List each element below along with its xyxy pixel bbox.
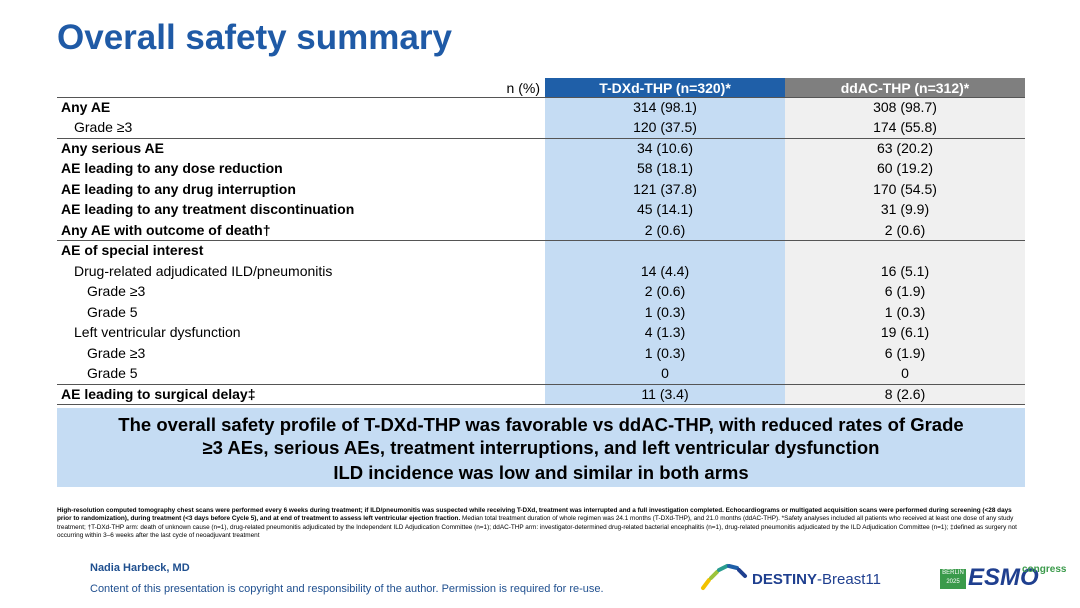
- value-cell: 314 (98.1): [633, 99, 697, 115]
- value-cell: 0: [901, 365, 909, 382]
- row-label: Any AE: [61, 99, 111, 115]
- congress-city: BERLIN: [942, 570, 964, 576]
- value-cell: 60 (19.2): [876, 160, 934, 177]
- value-cell: 2 (0.6): [644, 221, 686, 238]
- value-cell: 19 (6.1): [880, 324, 930, 341]
- header-cell: n (%): [506, 80, 540, 96]
- row-label: Grade ≥3: [74, 119, 133, 136]
- row-label: AE leading to any dose reduction: [61, 160, 283, 177]
- row-label: Grade 5: [87, 303, 138, 320]
- value-cell: 58 (18.1): [636, 160, 694, 177]
- congress-year: 2025: [946, 579, 960, 585]
- value-cell: 4 (1.3): [644, 324, 686, 341]
- row-label: Grade 5: [87, 365, 138, 382]
- value-cell: 14 (4.4): [640, 262, 690, 279]
- row-rule: [57, 404, 1025, 406]
- row-rule: [57, 97, 1025, 98]
- study-logo: DESTINY-Breast11: [752, 571, 881, 588]
- footnote-text: Median total treatment duration of whole…: [57, 515, 1017, 540]
- row-label: AE leading to any drug interruption: [61, 180, 296, 197]
- study-logo-text: DESTINY: [752, 571, 818, 588]
- copyright: Content of this presentation is copyrigh…: [90, 583, 604, 595]
- value-cell: 1 (0.3): [884, 303, 926, 320]
- congress-word: congress: [1022, 564, 1067, 575]
- row-label: AE of special interest: [61, 242, 204, 259]
- value-cell: 31 (9.9): [880, 201, 930, 218]
- value-cell: 11 (3.4): [641, 385, 689, 402]
- value-cell: 121 (37.8): [633, 180, 697, 197]
- value-cell: 0: [661, 365, 669, 382]
- callout-text: The overall safety profile of T-DXd-THP …: [118, 414, 964, 458]
- value-cell: 170 (54.5): [873, 180, 937, 197]
- header-bg: [785, 78, 1025, 97]
- row-label: Any AE with outcome of death†: [61, 221, 271, 238]
- row-label: AE leading to surgical delay‡: [61, 385, 256, 402]
- header-cell: ddAC-THP (n=312)*: [840, 80, 970, 96]
- value-cell: 45 (14.1): [636, 201, 694, 218]
- study-logo-text: -Breast11: [817, 571, 881, 588]
- header-bg: [545, 78, 785, 97]
- footnote-bold: High-resolution computed tomography ches…: [57, 507, 1012, 523]
- value-cell: 8 (2.6): [884, 385, 926, 402]
- slide-title: Overall safety summary: [57, 18, 452, 57]
- table: n (%) T-DXd-THP (n=320)* ddAC-THP (n=312…: [57, 78, 1025, 406]
- value-cell: 120 (37.5): [633, 119, 697, 136]
- row-label: Any serious AE: [61, 139, 164, 156]
- row-label: Grade ≥3: [87, 344, 146, 361]
- row-label: Grade ≥3: [87, 283, 146, 300]
- row-label: Left ventricular dysfunction: [74, 324, 241, 341]
- value-cell: 34 (10.6): [636, 139, 694, 156]
- row-rule: [57, 137, 1025, 139]
- value-cell: 6 (1.9): [884, 344, 926, 361]
- footnote: High-resolution computed tomography ches…: [57, 507, 1025, 541]
- author: Nadia Harbeck, MD: [90, 562, 190, 574]
- value-cell: 16 (5.1): [880, 262, 930, 279]
- value-cell: 63 (20.2): [876, 139, 934, 156]
- study-logo-icon: [701, 564, 747, 590]
- value-cell: 6 (1.9): [884, 283, 926, 300]
- value-cell: 308 (98.7): [873, 99, 937, 115]
- value-cell: 1 (0.3): [644, 344, 686, 361]
- congress-badge: BERLIN 2025: [940, 569, 966, 589]
- row-rule: [57, 240, 1025, 242]
- value-cell: 1 (0.3): [644, 303, 686, 320]
- value-cell: 174 (55.8): [873, 119, 937, 136]
- row-label: Drug-related adjudicated ILD/pneumonitis: [74, 262, 333, 279]
- row-rule: [57, 383, 1025, 385]
- header-cell: T-DXd-THP (n=320)*: [599, 80, 731, 96]
- callout-text: ILD incidence was low and similar in bot…: [333, 462, 749, 483]
- callout: The overall safety profile of T-DXd-THP …: [57, 408, 1025, 487]
- congress-logo: ESMO: [968, 564, 1039, 591]
- row-label: AE leading to any treatment discontinuat…: [61, 201, 355, 218]
- value-cell: 2 (0.6): [884, 221, 926, 238]
- value-cell: 2 (0.6): [644, 283, 686, 300]
